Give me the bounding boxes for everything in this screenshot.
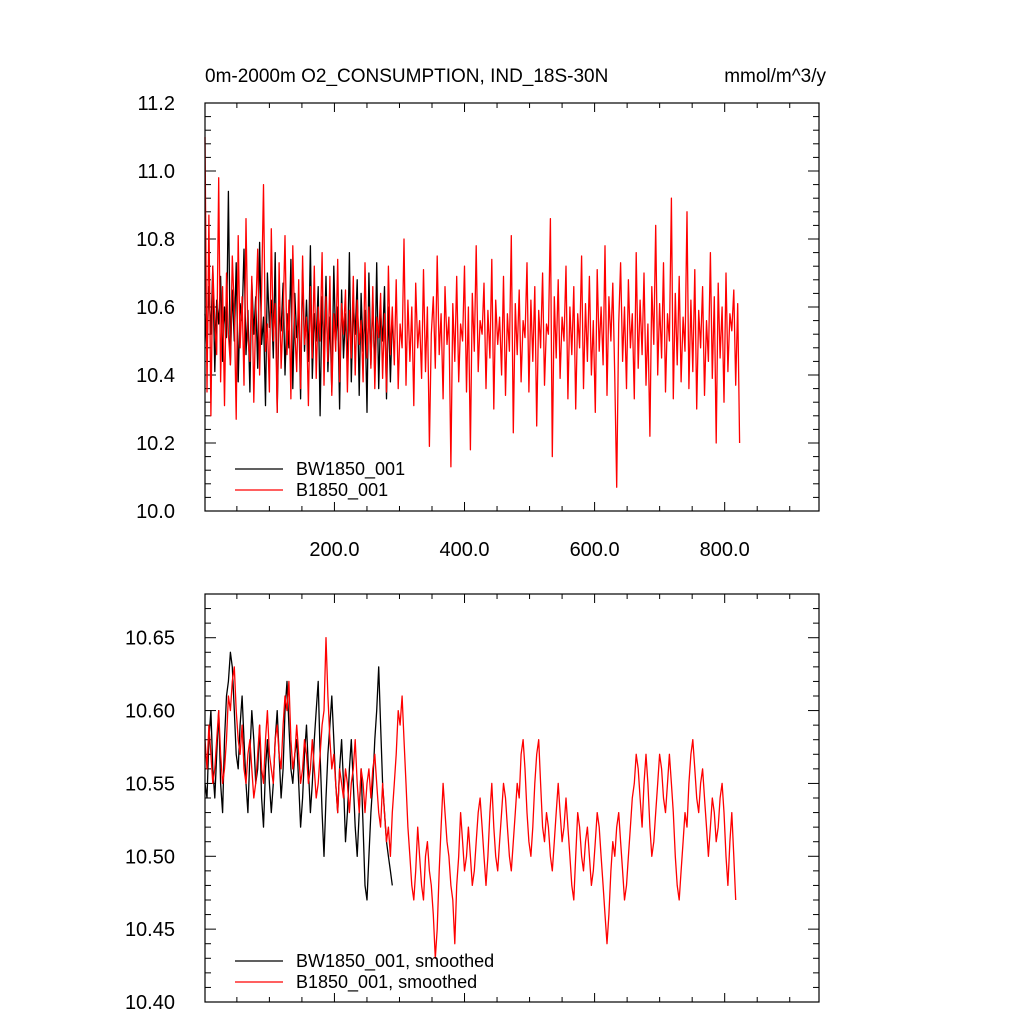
top-series-line-b1850-001	[204, 136, 741, 488]
top-x-tick-label: 200.0	[309, 539, 359, 561]
top-x-tick-label: 800.0	[700, 539, 750, 561]
bottom-y-tick-label: 10.60	[125, 701, 175, 723]
bottom-series-layer	[204, 637, 737, 959]
top-x-tick-label: 400.0	[439, 539, 489, 561]
top-legend-label-b1850: B1850_001	[296, 480, 388, 501]
top-legend-label-bw1850: BW1850_001	[296, 459, 405, 480]
top-y-tick-label: 10.0	[136, 501, 175, 523]
top-y-tick-label: 11.0	[138, 161, 175, 183]
top-y-tick-label: 10.8	[136, 229, 175, 251]
top-y-tick-label: 10.4	[136, 365, 175, 387]
top-x-tick-label: 600.0	[570, 539, 620, 561]
bottom-y-tick-label: 10.50	[125, 846, 175, 868]
chart-units: mmol/m^3/y	[724, 66, 826, 87]
bottom-plot-frame	[204, 593, 820, 1003]
top-y-tick-label: 11.2	[138, 93, 175, 115]
bottom-y-tick-label: 10.40	[125, 992, 175, 1014]
bottom-y-tick-label: 10.45	[125, 919, 175, 941]
chart-title: 0m-2000m O2_CONSUMPTION, IND_18S-30N	[205, 66, 608, 87]
top-series-layer	[204, 136, 741, 488]
panel-top: 0m-2000m O2_CONSUMPTION, IND_18S-30N mmo…	[136, 66, 826, 561]
bottom-legend: BW1850_001, smoothed B1850_001, smoothed	[235, 951, 494, 993]
bottom-series-line-b1850-001-smoothed	[204, 637, 737, 959]
panel-bottom: 10.40 10.45 10.50 10.55 10.60 10.65 BW1850_00…	[125, 593, 820, 1014]
top-y-tick-label: 10.2	[136, 433, 175, 455]
top-plot-frame	[204, 102, 820, 512]
bottom-legend-label-b1850: B1850_001, smoothed	[296, 972, 477, 993]
top-axes: 200.0 400.0 600.0 800.0 10.0 10.2 10.4 10.6 10.8…	[136, 93, 819, 561]
bottom-y-tick-label: 10.65	[125, 628, 175, 650]
top-y-tick-label: 10.6	[136, 297, 175, 319]
bottom-legend-label-bw1850: BW1850_001, smoothed	[296, 951, 494, 972]
bottom-y-tick-label: 10.55	[125, 773, 175, 795]
bottom-series-line-bw1850-001-smoothed	[204, 651, 393, 901]
bottom-axes: 10.40 10.45 10.50 10.55 10.60 10.65	[125, 593, 819, 1014]
top-legend: BW1850_001 B1850_001	[235, 459, 405, 501]
